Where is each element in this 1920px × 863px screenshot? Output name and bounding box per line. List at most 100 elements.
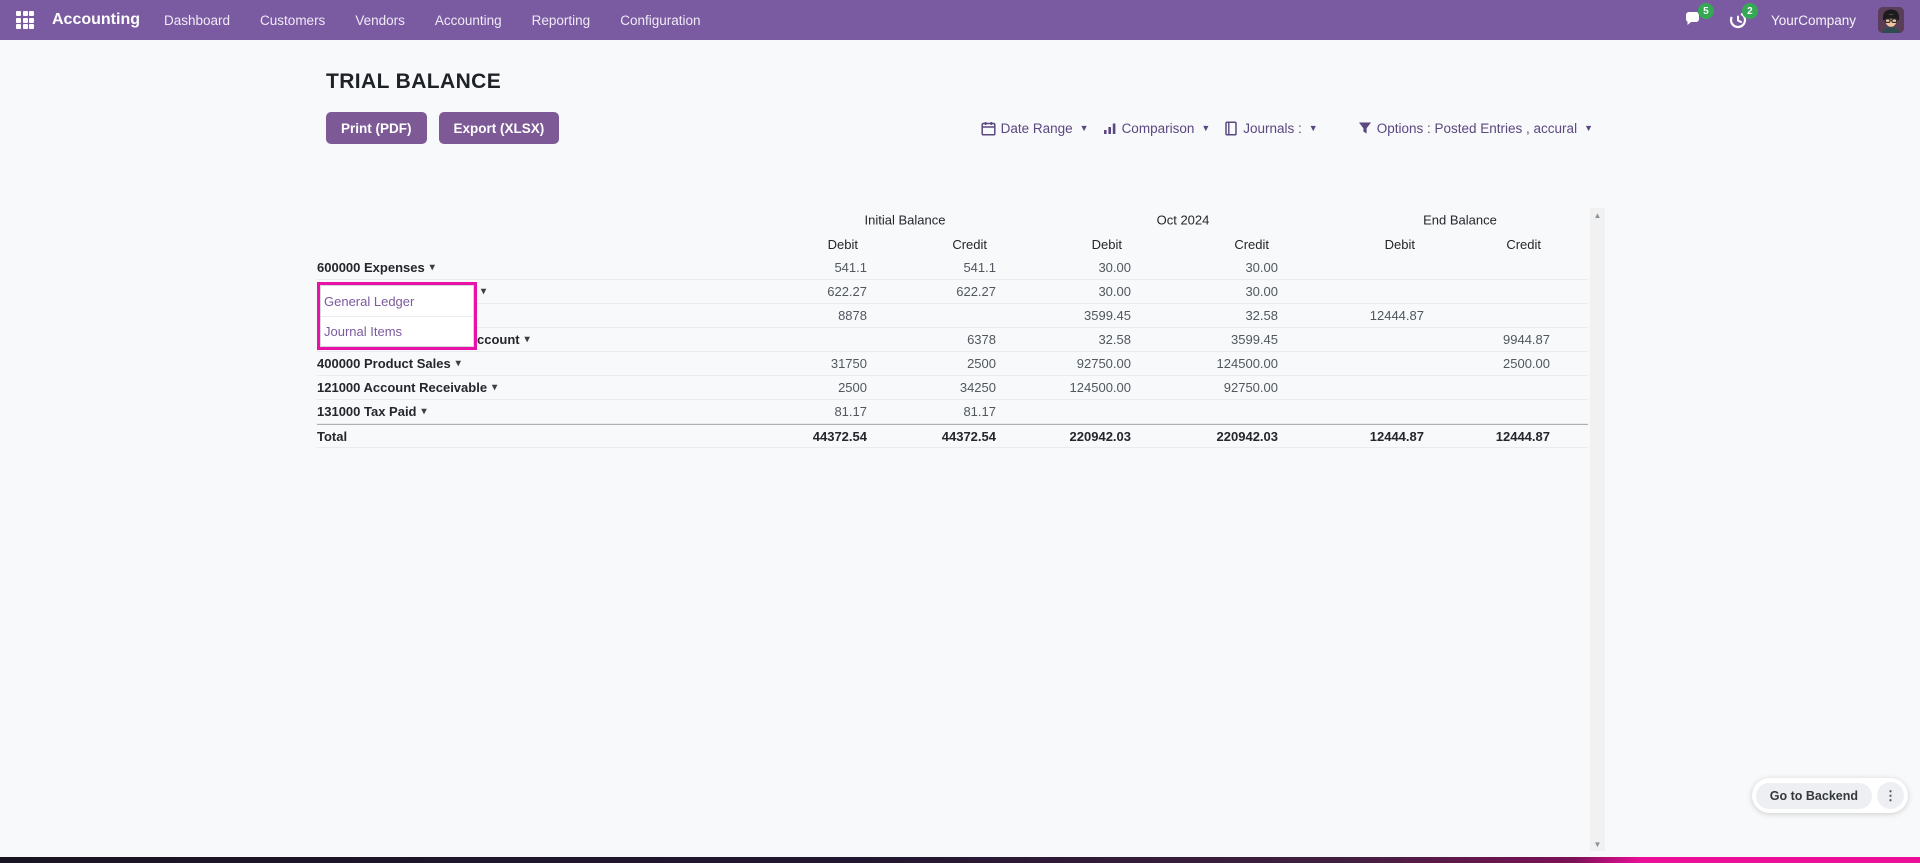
amount-cell: 30.00: [1098, 260, 1131, 275]
table-row: 8878 3599.45 32.58 12444.87: [317, 304, 1588, 328]
company-menu[interactable]: YourCompany: [1770, 12, 1856, 28]
amount-cell: 9944.87: [1503, 332, 1550, 347]
navbar-left: Accounting Dashboard Customers Vendors A…: [0, 11, 701, 29]
menu-configuration[interactable]: Configuration: [620, 12, 701, 28]
total-amount: 12444.87: [1495, 428, 1550, 444]
amount-cell: 2500.00: [1503, 356, 1550, 371]
menu-customers[interactable]: Customers: [260, 12, 326, 28]
amount-cell: 32.58: [1098, 332, 1131, 347]
chevron-down-icon: ▼: [1584, 123, 1593, 133]
account-name: 400000 Product Sales: [317, 356, 451, 371]
group-initial-balance: Initial Balance: [864, 212, 946, 228]
amount-cell: 622.27: [827, 284, 867, 299]
col-debit: Debit: [1384, 236, 1415, 252]
chevron-down-icon: ▼: [1201, 123, 1211, 133]
chevron-down-icon: ▾: [524, 334, 530, 345]
amount-cell: 2500: [838, 380, 867, 395]
amount-cell: 30.00: [1245, 260, 1278, 275]
account-name-cell[interactable]: 121000 Account Receivable ▾: [317, 380, 677, 395]
chevron-down-icon: ▾: [421, 406, 427, 417]
go-to-backend-button[interactable]: Go to Backend: [1755, 782, 1872, 809]
account-name: 131000 Tax Paid: [317, 404, 417, 419]
col-credit: Credit: [1506, 236, 1541, 252]
amount-cell: 124500.00: [1216, 356, 1278, 371]
top-navbar: Accounting Dashboard Customers Vendors A…: [0, 0, 1920, 40]
total-amount: 44372.54: [941, 428, 996, 444]
amount-cell: 541.1: [834, 260, 867, 275]
account-name-cell[interactable]: 131000 Tax Paid ▾: [317, 404, 677, 419]
total-amount: 220942.03: [1069, 428, 1131, 444]
account-name: 600000 Expenses: [317, 260, 425, 275]
activities-icon[interactable]: 2: [1727, 3, 1758, 31]
trial-balance-table: Initial Balance Oct 2024 End Balance Deb…: [317, 208, 1588, 448]
table-rows: 600000 Expenses ▾ 541.1 541.1 30.00 30.00 ▾ 622…: [317, 256, 1588, 424]
table-row: ccount ▾ 6378 32.58 3599.45 9944.87: [317, 328, 1588, 352]
filter-label: Date Range: [1000, 120, 1073, 136]
menu-vendors[interactable]: Vendors: [355, 12, 405, 28]
col-debit: Debit: [1091, 236, 1122, 252]
backend-pill: Go to Backend ⋮: [1751, 778, 1908, 813]
account-name-cell[interactable]: ▾: [317, 286, 677, 297]
options-filter[interactable]: Options : Posted Entries , accural ▼: [1358, 121, 1593, 136]
menu-dashboard[interactable]: Dashboard: [164, 12, 231, 28]
menu-item-journal-items[interactable]: Journal Items: [321, 316, 473, 346]
table-row: 121000 Account Receivable ▾ 2500 34250 12450…: [317, 376, 1588, 400]
chevron-down-icon: ▼: [1308, 123, 1318, 133]
menu-item-general-ledger[interactable]: General Ledger: [324, 293, 415, 309]
amount-cell: 8878: [838, 308, 867, 323]
journals-filter[interactable]: Journals : ▼: [1224, 120, 1318, 136]
scroll-down-arrow[interactable]: ▼: [1593, 839, 1602, 849]
calendar-icon: [981, 121, 996, 136]
account-name-cell[interactable]: ccount ▾: [317, 332, 677, 347]
amount-cell: 622.27: [956, 284, 996, 299]
kebab-menu-icon[interactable]: ⋮: [1877, 782, 1904, 809]
apps-grid-icon[interactable]: [16, 11, 34, 29]
account-name-cell[interactable]: 600000 Expenses ▾: [317, 260, 677, 275]
filter-label: Journals :: [1243, 120, 1302, 136]
amount-cell: 541.1: [963, 260, 996, 275]
filter-toolbar: Date Range ▼ Comparison ▼ Journals : ▼: [981, 112, 1593, 144]
menu-reporting[interactable]: Reporting: [531, 12, 591, 28]
amount-cell: 30.00: [1098, 284, 1131, 299]
chevron-down-icon: ▾: [492, 382, 498, 393]
chevron-down-icon: ▾: [455, 358, 461, 369]
export-xlsx-button[interactable]: Export (XLSX): [438, 112, 560, 144]
chevron-down-icon: ▼: [1079, 123, 1089, 133]
table-subheader: Debit Credit Debit Credit Debit Credit: [317, 232, 1588, 256]
total-amount: 220942.03: [1216, 428, 1278, 444]
filter-icon: [1358, 122, 1371, 134]
amount-cell: 6378: [967, 332, 996, 347]
amount-cell: 92750.00: [1223, 380, 1278, 395]
account-name: ccount: [477, 332, 520, 347]
user-avatar[interactable]: [1878, 7, 1904, 33]
filter-label: Comparison: [1121, 120, 1195, 136]
progress-strip: [0, 857, 1920, 863]
navbar-right: 5 2 YourCompany: [1683, 3, 1920, 33]
table-group-header: Initial Balance Oct 2024 End Balance: [317, 208, 1588, 232]
chevron-down-icon: ▾: [429, 262, 435, 273]
amount-cell: 30.00: [1245, 284, 1278, 299]
menu-accounting[interactable]: Accounting: [434, 12, 502, 28]
table-row: 131000 Tax Paid ▾ 81.17 81.17: [317, 400, 1588, 424]
amount-cell: 81.17: [834, 404, 867, 419]
table-row: 400000 Product Sales ▾ 31750 2500 92750.00 12…: [317, 352, 1588, 376]
total-label: Total: [317, 428, 348, 444]
amount-cell: 124500.00: [1069, 380, 1131, 395]
page-title: TRIAL BALANCE: [326, 70, 502, 93]
group-end-balance: End Balance: [1423, 212, 1497, 228]
print-pdf-button[interactable]: Print (PDF): [326, 112, 427, 144]
messages-icon[interactable]: 5: [1683, 3, 1714, 31]
amount-cell: 32.58: [1245, 308, 1278, 323]
scroll-up-arrow[interactable]: ▲: [1593, 210, 1602, 220]
app-title[interactable]: Accounting: [52, 11, 140, 28]
chevron-down-icon: ▾: [481, 286, 487, 297]
date-range-filter[interactable]: Date Range ▼: [981, 121, 1089, 136]
comparison-filter[interactable]: Comparison ▼: [1103, 120, 1211, 136]
total-amount: 12444.87: [1369, 428, 1424, 444]
filter-label: Options : Posted Entries , accural: [1376, 120, 1578, 136]
total-row: Total 44372.54 44372.54 220942.03 220942…: [317, 424, 1588, 448]
table-scrollbar[interactable]: ▲ ▼: [1590, 208, 1605, 851]
account-name-cell[interactable]: 400000 Product Sales ▾: [317, 356, 677, 371]
amount-cell: 3599.45: [1231, 332, 1278, 347]
